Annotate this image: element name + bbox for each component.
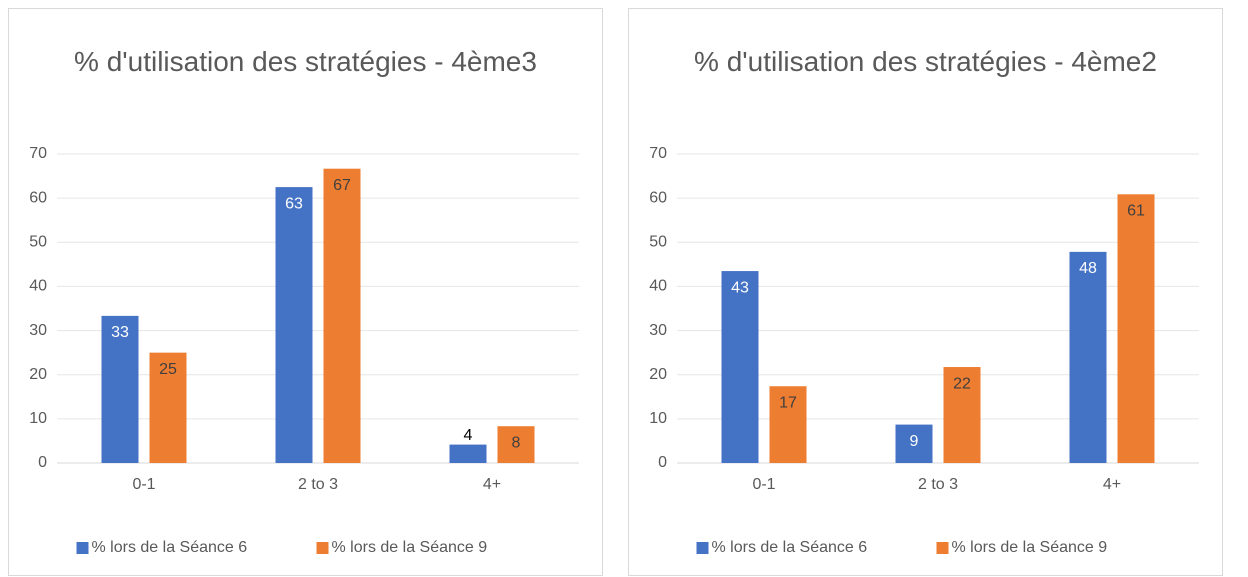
data-label: 67: [333, 177, 351, 194]
x-tick-label: 4+: [1103, 476, 1121, 493]
y-tick-label: 10: [649, 410, 667, 427]
bar: [769, 386, 807, 463]
y-tick-label: 70: [649, 145, 667, 162]
x-tick-label: 0-1: [132, 476, 155, 493]
chart-title: % d'utilisation des stratégies - 4ème3: [74, 46, 537, 77]
data-label: 4: [464, 427, 473, 444]
y-tick-label: 60: [649, 189, 667, 206]
y-tick-label: 30: [649, 322, 667, 339]
x-tick-label: 0-1: [752, 476, 775, 493]
data-label: 25: [159, 361, 177, 378]
data-label: 17: [779, 394, 797, 411]
bar: [275, 187, 313, 463]
y-tick-label: 20: [29, 366, 47, 383]
y-tick-label: 40: [29, 278, 47, 295]
bar: [1117, 194, 1155, 463]
bar: [943, 367, 981, 463]
legend-swatch: [76, 542, 89, 554]
bar: [149, 352, 187, 463]
y-tick-label: 0: [658, 454, 667, 471]
chart-title: % d'utilisation des stratégies - 4ème2: [694, 46, 1157, 77]
data-label: 61: [1127, 203, 1145, 220]
bar: [721, 271, 759, 463]
bar: [895, 424, 933, 463]
chart: 0 10 20 30 40 50 60 70 0-1 33 25 2 to 3 63 67 4+ 4 8 % lo…: [29, 145, 579, 556]
chart: 0 10 20 30 40 50 60 70 0-1 43 17 2 to 3 9 22 4+ 48 61 % l…: [649, 145, 1199, 556]
bar: [1069, 251, 1107, 463]
x-tick-label: 2 to 3: [298, 476, 338, 493]
y-tick-label: 0: [38, 454, 47, 471]
data-label: 8: [512, 434, 521, 451]
data-label: 48: [1079, 260, 1097, 277]
data-label: 63: [285, 195, 303, 212]
y-tick-label: 50: [649, 234, 667, 251]
data-label: 9: [910, 433, 919, 450]
bar: [323, 168, 361, 463]
y-tick-label: 10: [29, 410, 47, 427]
legend-label: % lors de la Séance 9: [332, 539, 488, 556]
bar: [101, 315, 139, 463]
legend-label: % lors de la Séance 9: [952, 539, 1108, 556]
bar: [497, 426, 535, 463]
legend-swatch: [936, 542, 949, 554]
y-tick-label: 20: [649, 366, 667, 383]
x-tick-label: 4+: [483, 476, 501, 493]
legend-label: % lors de la Séance 6: [92, 539, 248, 556]
x-tick-label: 2 to 3: [918, 476, 958, 493]
y-tick-label: 70: [29, 145, 47, 162]
legend-swatch: [316, 542, 329, 554]
legend-swatch: [696, 542, 709, 554]
bar: [449, 444, 487, 463]
y-tick-label: 60: [29, 189, 47, 206]
legend-label: % lors de la Séance 6: [712, 539, 868, 556]
chart-panel: % d'utilisation des stratégies - 4ème2 0…: [628, 8, 1223, 576]
data-label: 33: [111, 324, 129, 341]
chart-panel: % d'utilisation des stratégies - 4ème3 0…: [8, 8, 603, 576]
y-tick-label: 40: [649, 278, 667, 295]
y-tick-label: 30: [29, 322, 47, 339]
y-tick-label: 50: [29, 234, 47, 251]
data-label: 43: [731, 279, 749, 296]
data-label: 22: [953, 375, 971, 392]
